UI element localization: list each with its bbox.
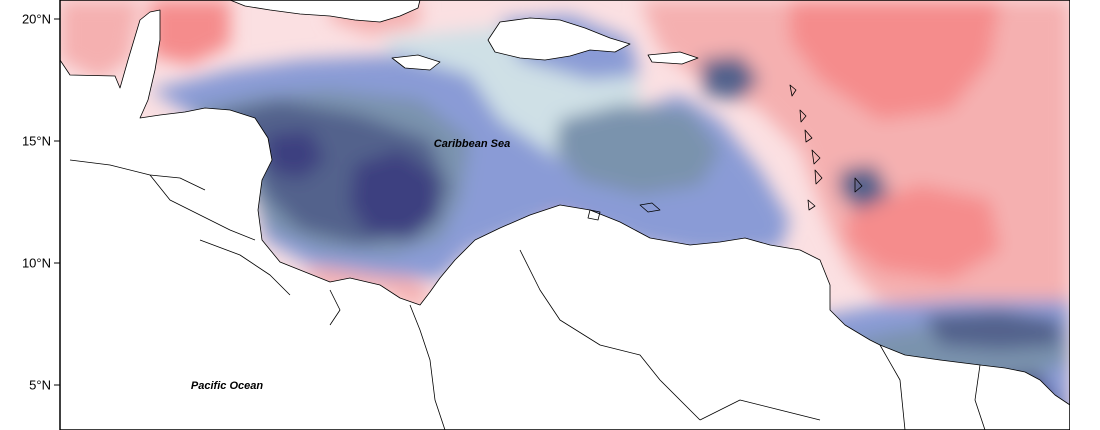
latitude-tick-label: 10°N [22,256,51,271]
border-8 [879,344,906,430]
negative-core-west [265,130,325,180]
puerto-rico-island [647,51,699,65]
island-3 [804,129,813,143]
border-2 [149,174,256,241]
border-4 [329,289,341,326]
negative-area-lesser-antilles [840,165,890,210]
latitude-tick-label: 15°N [22,134,51,149]
lesser-antilles-islands [587,84,863,221]
island-7 [854,177,863,193]
island-4 [811,149,821,165]
hispaniola-island [487,17,631,61]
island-1 [789,84,797,97]
border-7 [699,399,821,421]
border-5 [409,304,446,430]
latitude-axis: 20°N 15°N 10°N 5°N [22,12,60,393]
anomaly-field [60,0,1070,430]
latitude-tick-label: 20°N [22,12,51,27]
negative-core-central [350,150,440,240]
island-9 [639,202,661,213]
negative-area-southeast-strong [925,310,1060,350]
negative-area-central-south [555,105,720,195]
latitude-tick-label: 5°N [29,378,51,393]
border-6 [519,249,701,421]
caribbean-islands-cuba [229,0,421,23]
pacific-ocean-label: Pacific Ocean [191,380,263,392]
land-masses [59,0,1071,430]
island-6 [807,199,816,211]
positive-core-yucatan [150,0,230,65]
positive-core-northeast [790,0,1000,120]
positive-area-northwest [60,0,140,80]
country-borders [59,159,986,430]
island-8 [587,209,601,221]
positive-core-east [845,185,1000,280]
border-9 [974,364,986,430]
negative-area-jamaica [700,55,760,100]
caribbean-sea-label: Caribbean Sea [434,138,510,150]
central-america-land [59,9,1071,430]
island-2 [799,109,807,123]
right-margin [1070,0,1100,430]
border-3 [199,239,291,296]
jamaica-island [391,54,441,71]
island-5 [814,169,823,185]
